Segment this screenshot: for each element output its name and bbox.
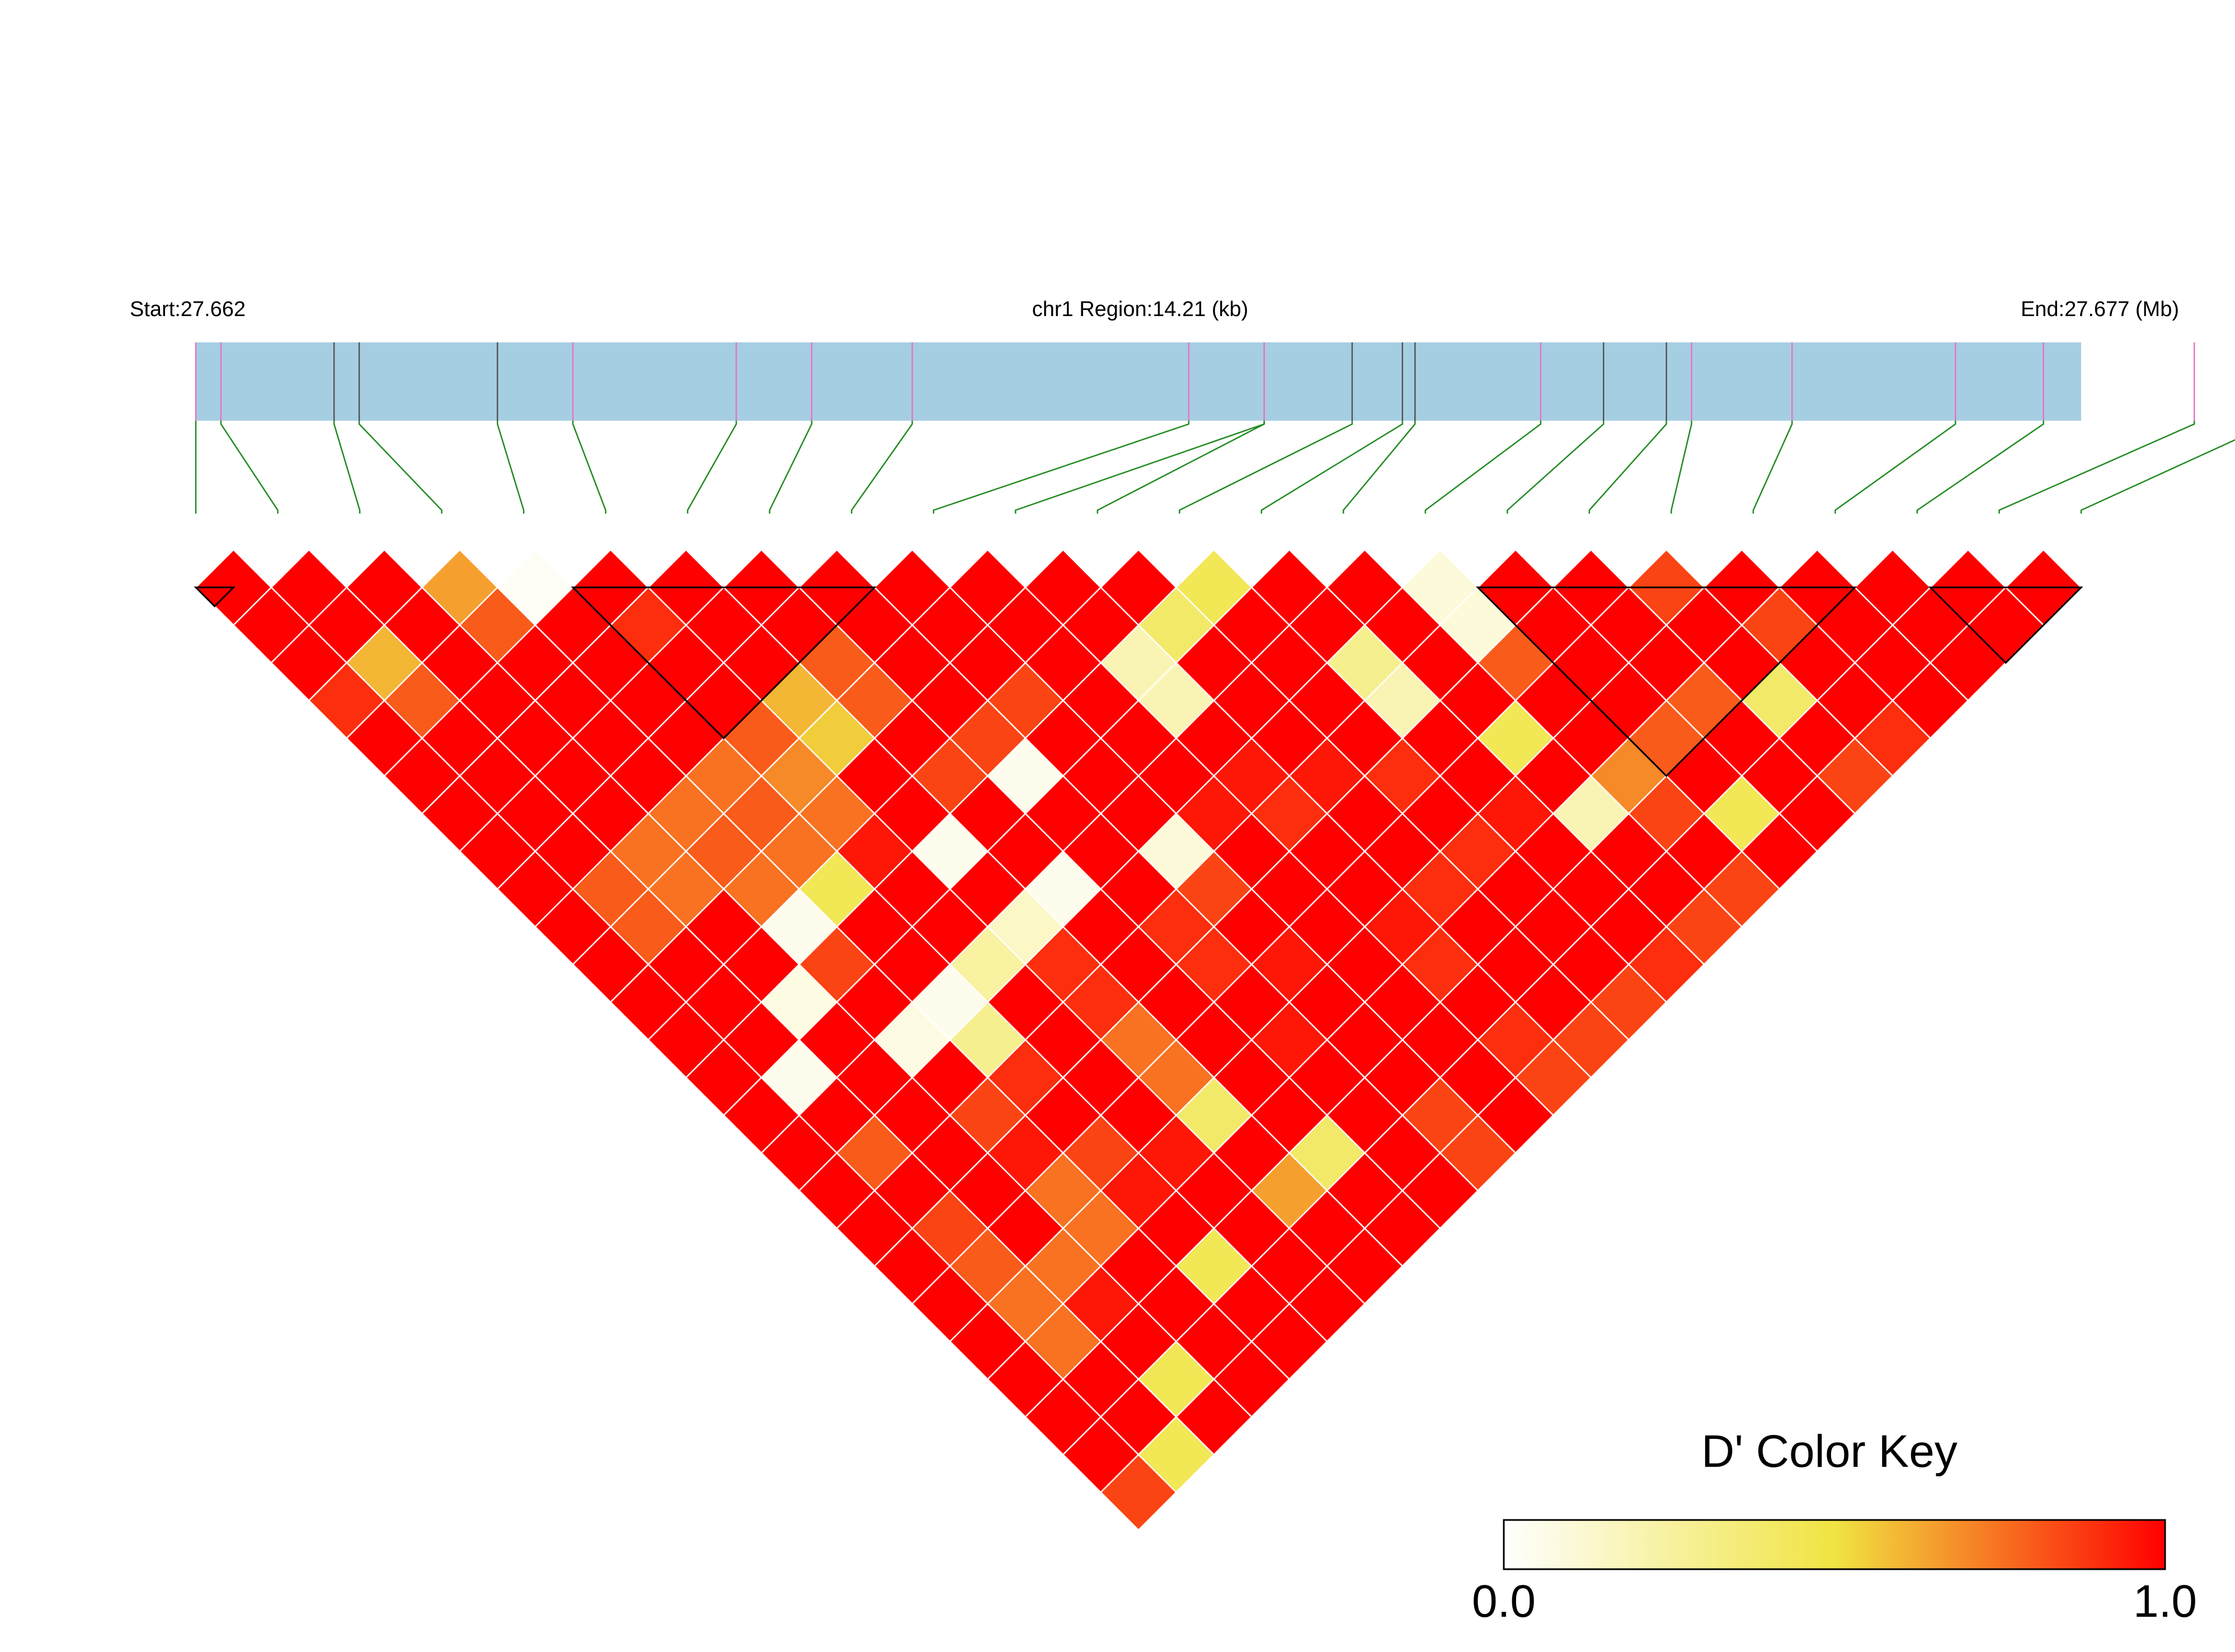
- snp-connector: [1998, 421, 2195, 514]
- region-end-label: End:27.677 (Mb): [2021, 298, 2179, 321]
- haplotype-block: [571, 586, 877, 740]
- genomic-region-track: [196, 342, 2081, 421]
- snp-connector: [1179, 421, 1353, 514]
- snp-connector: [769, 421, 813, 514]
- region-title: chr1 Region:14.21 (kb): [1032, 298, 1249, 321]
- snp-connector: [1424, 421, 1542, 514]
- snp-connector: [1671, 421, 1692, 514]
- snp-connector: [496, 421, 525, 514]
- color-key-title: D' Color Key: [1701, 1426, 1958, 1477]
- color-key-min-label: 0.0: [1472, 1576, 1536, 1627]
- snp-connector: [933, 421, 1190, 514]
- snp-connector: [2080, 439, 2235, 514]
- color-key: D' Color Key 0.0 1.0: [1472, 1426, 2197, 1627]
- snp-connector: [1343, 421, 1416, 514]
- snp-position-ticks: [195, 342, 2195, 421]
- haplotype-block: [194, 586, 236, 608]
- color-key-gradient-bar: [1503, 1519, 2166, 1570]
- snp-connector: [1588, 421, 1667, 514]
- snp-connector: [220, 421, 279, 514]
- snp-connector: [1097, 421, 1265, 514]
- snp-connector: [686, 421, 737, 514]
- snp-connector: [1014, 421, 1265, 514]
- haplotype-block-outlines: [194, 586, 2083, 778]
- snp-connector: [358, 421, 443, 514]
- color-key-max-label: 1.0: [2133, 1576, 2197, 1627]
- haplotype-block: [1928, 586, 2083, 664]
- snp-connector: [850, 421, 913, 514]
- haplotype-block: [1475, 586, 1857, 778]
- snp-connector: [1507, 421, 1605, 514]
- snp-connector: [1834, 421, 1956, 514]
- snp-connector: [572, 421, 606, 514]
- ld-cell: [1099, 1453, 1178, 1531]
- snp-connector: [333, 421, 361, 514]
- snp-connector: [1752, 421, 1793, 514]
- snp-connector: [1916, 421, 2044, 514]
- snp-connector: [1260, 421, 1404, 514]
- ld-matrix-cells: [195, 548, 2082, 1531]
- snp-connector-lines: [195, 421, 2235, 514]
- region-start-label: Start:27.662: [130, 298, 246, 321]
